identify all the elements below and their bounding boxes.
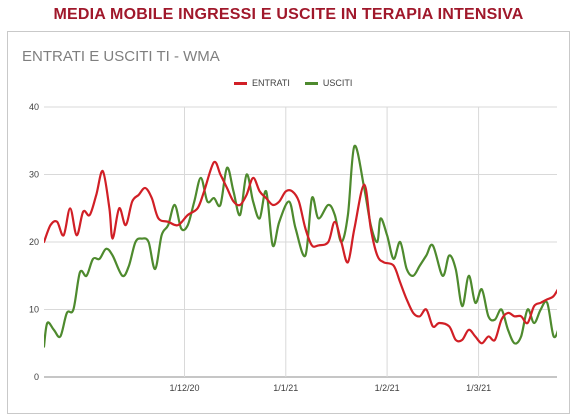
y-tick-label: 40 <box>29 102 39 112</box>
page-title: MEDIA MOBILE INGRESSI E USCITE IN TERAPI… <box>53 6 524 23</box>
legend-item-entrati[interactable]: ENTRATI <box>234 78 290 88</box>
chart-panel: ENTRATI E USCITI TI - WMA ENTRATI USCITI… <box>7 31 570 414</box>
series-line-entrati <box>44 160 557 345</box>
y-tick-label: 0 <box>34 372 39 382</box>
legend-item-usciti[interactable]: USCITI <box>304 78 353 88</box>
x-tick-label: 1/2/21 <box>375 383 400 393</box>
legend-swatch-entrati <box>234 81 247 85</box>
x-tick-label: 1/3/21 <box>466 383 491 393</box>
x-tick-label: 1/1/21 <box>273 383 298 393</box>
x-tick-label: 1/12/20 <box>169 383 199 393</box>
legend-swatch-usciti <box>304 81 318 85</box>
y-tick-label: 30 <box>29 170 39 180</box>
y-tick-label: 10 <box>29 305 39 315</box>
chart-title: ENTRATI E USCITI TI - WMA <box>22 48 220 65</box>
legend-label-entrati: ENTRATI <box>252 78 290 88</box>
line-chart: 0 10 20 30 40 1/12/20 1/1/21 1/2/21 1/3/21 <box>29 102 557 393</box>
legend-label-usciti: USCITI <box>322 78 353 88</box>
series-line-usciti <box>44 144 557 348</box>
chart-legend: ENTRATI USCITI <box>234 78 367 88</box>
y-tick-label: 20 <box>29 237 39 247</box>
